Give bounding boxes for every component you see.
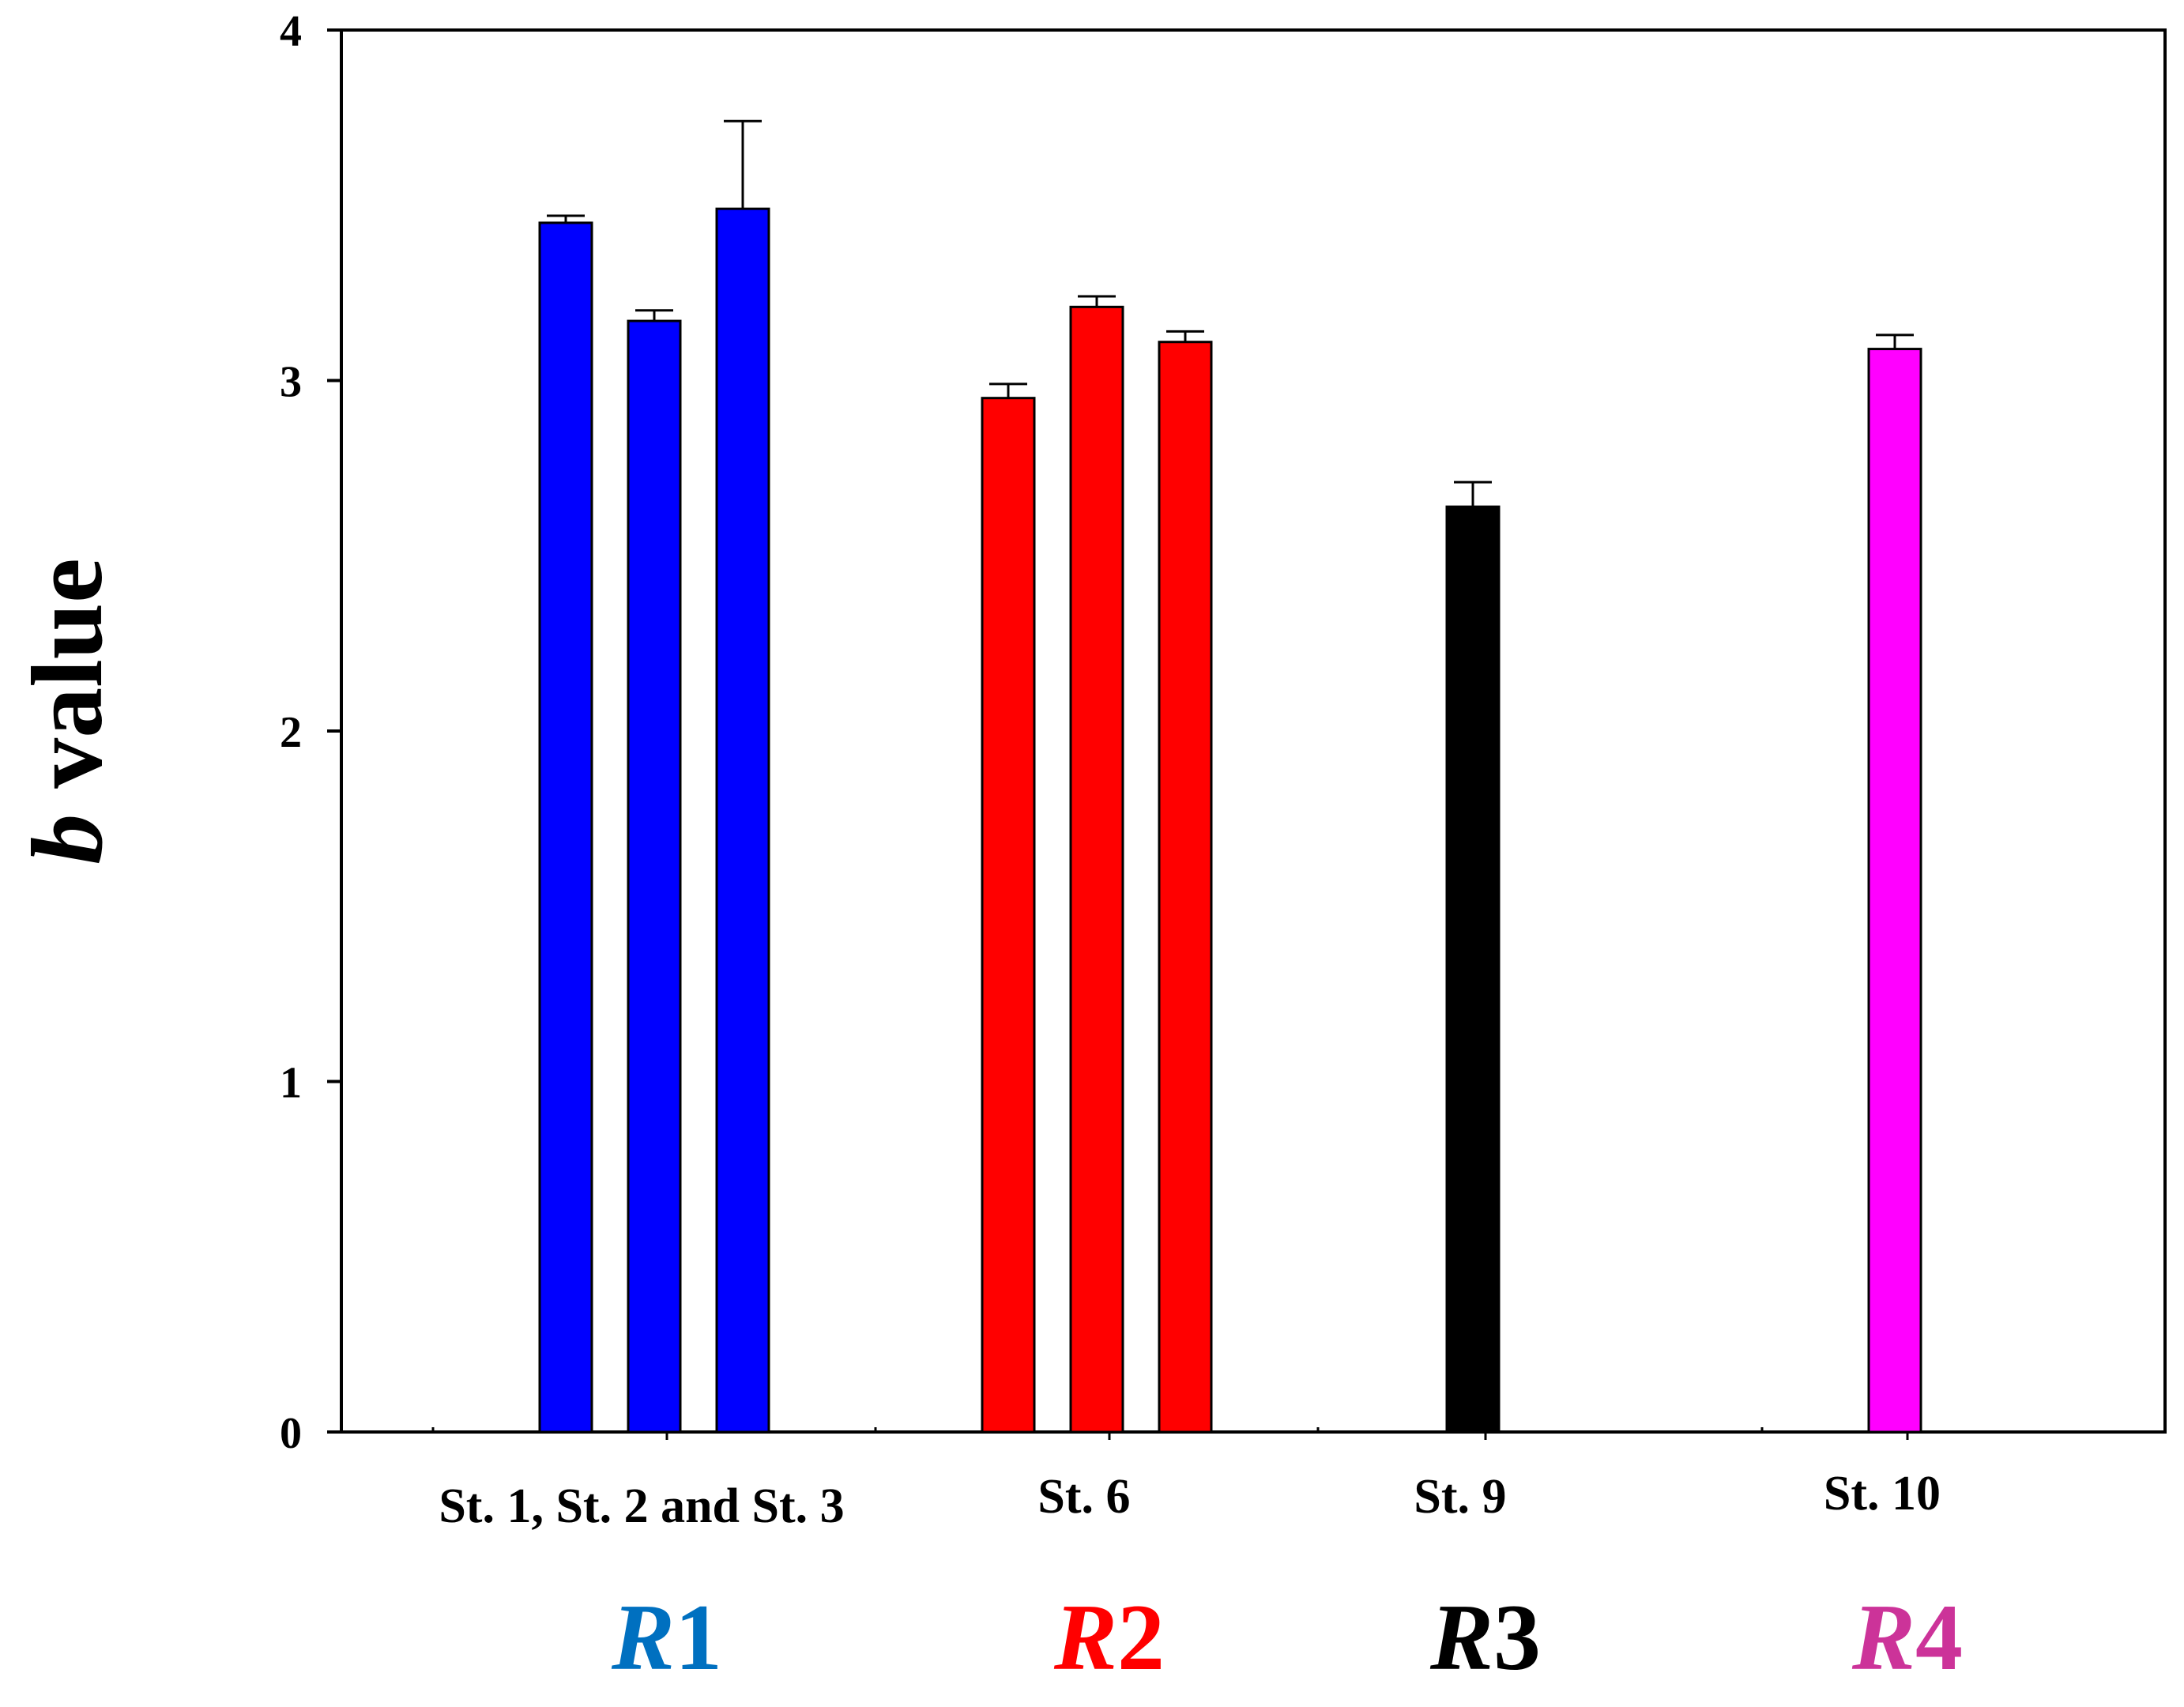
bar [627, 319, 682, 1434]
y-tick-label: 1 [280, 1059, 302, 1108]
x-category-label: St. 10 [1824, 1467, 1941, 1520]
bar [538, 221, 593, 1434]
y-axis-ticks: 0 1 2 3 4 [280, 7, 341, 1458]
region-labels: R1 R2 R3 R4 [611, 1585, 1963, 1690]
region-label: R1 [611, 1585, 722, 1690]
y-axis-title: b value [11, 558, 123, 865]
x-category-label: St. 6 [1037, 1470, 1130, 1524]
bars [538, 119, 1922, 1434]
x-category-label: St. 9 [1414, 1470, 1506, 1524]
y-tick-label: 2 [280, 708, 302, 757]
y-tick-label: 0 [280, 1409, 302, 1458]
bar [1069, 305, 1124, 1434]
bar [1445, 505, 1501, 1434]
bar [1158, 341, 1213, 1434]
bar [1867, 348, 1922, 1434]
region-label: R3 [1429, 1585, 1541, 1690]
bar [981, 397, 1036, 1434]
region-label: R4 [1851, 1585, 1963, 1690]
bar [715, 207, 770, 1434]
x-axis-labels: St. 1, St. 2 and St. 3 St. 6 St. 9 St. 10 [431, 1427, 1941, 1533]
y-axis-title-variable: b [11, 814, 123, 865]
x-category-label: St. 1, St. 2 and St. 3 [439, 1479, 844, 1533]
region-label: R2 [1053, 1585, 1165, 1690]
y-tick-label: 3 [280, 358, 302, 407]
y-axis-title-rest: value [11, 558, 123, 814]
y-tick-label: 4 [280, 7, 302, 56]
